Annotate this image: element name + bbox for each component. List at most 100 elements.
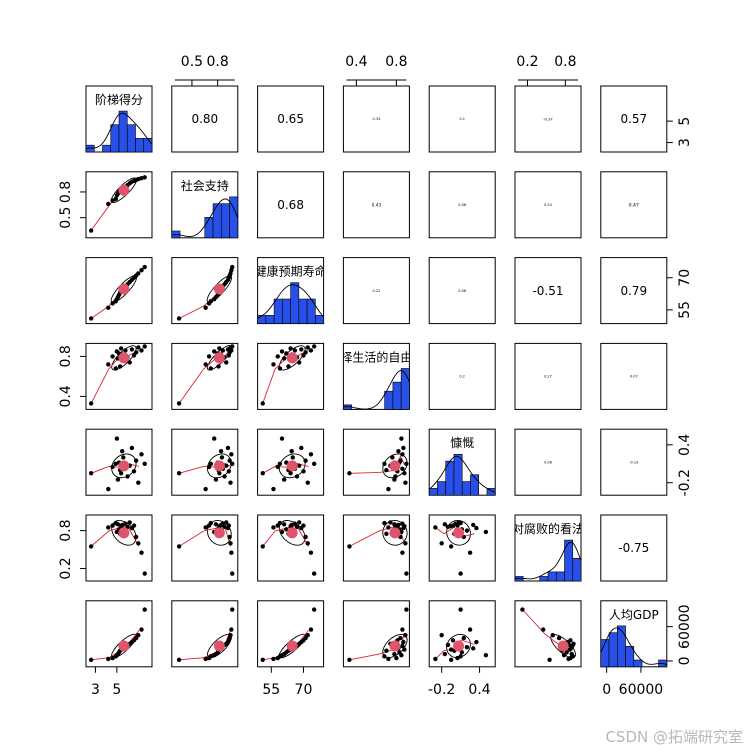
panel-frame: [171, 428, 239, 496]
watermark: CSDN @拓端研究室: [605, 728, 743, 746]
data-point: [224, 360, 229, 365]
data-point: [208, 461, 213, 466]
variable-label: 慷慨: [450, 435, 474, 450]
data-point: [277, 461, 283, 466]
data-point: [129, 347, 135, 352]
data-point: [402, 471, 407, 476]
data-point: [281, 356, 287, 361]
data-point: [88, 657, 94, 662]
panel-frame: [514, 257, 582, 325]
data-point: [305, 541, 310, 546]
data-point: [203, 525, 208, 530]
data-point: [401, 525, 406, 531]
data-point: [403, 480, 408, 485]
data-point: [131, 469, 137, 474]
tick-label: 0.2: [516, 54, 538, 70]
data-point: [303, 458, 308, 463]
data-point: [110, 464, 115, 470]
tick-label: 3: [91, 682, 100, 698]
correlation-label: -0.37: [543, 117, 553, 121]
data-point: [289, 448, 294, 454]
data-point: [275, 464, 280, 470]
data-point: [305, 480, 310, 485]
histogram-bar: [437, 481, 447, 496]
data-point: [271, 656, 276, 662]
data-point: [106, 486, 111, 492]
confidence-ellipse: [207, 453, 232, 479]
data-point: [347, 544, 352, 549]
data-point: [142, 344, 147, 349]
data-point: [88, 471, 94, 476]
data-point: [228, 480, 233, 485]
panel-frame: [257, 342, 325, 410]
data-point: [228, 541, 233, 546]
centroid-point: [557, 640, 569, 652]
data-point: [296, 360, 302, 365]
data-point: [471, 646, 476, 651]
panel-frame: [428, 257, 496, 325]
data-point: [218, 448, 224, 454]
data-point: [88, 228, 94, 233]
centroid-point: [118, 184, 130, 196]
density-curve: [257, 284, 324, 319]
panel-frame: [171, 514, 239, 582]
correlation-label: 0.22: [373, 289, 381, 293]
data-point: [299, 445, 304, 451]
tick-label: 0.4: [58, 385, 74, 407]
panel-frame: [85, 514, 153, 582]
data-point: [456, 520, 461, 525]
tick-label: 3: [677, 138, 693, 147]
centroid-point: [118, 352, 130, 364]
data-point: [382, 520, 387, 526]
tick-label: 0.8: [58, 181, 74, 203]
data-point: [445, 524, 451, 530]
data-point: [271, 362, 276, 367]
correlation-label: 0.2: [459, 375, 465, 379]
data-point: [224, 463, 229, 468]
data-point: [396, 448, 401, 454]
panel-frame: [257, 514, 325, 582]
data-point: [541, 627, 546, 632]
histogram-bar: [547, 571, 557, 582]
data-point: [222, 474, 227, 479]
centroid-point: [213, 352, 225, 364]
data-point: [382, 461, 387, 466]
panel-frame: [600, 85, 668, 153]
data-point: [467, 550, 473, 555]
data-point: [459, 650, 465, 655]
histogram-bar: [486, 488, 496, 496]
data-point: [139, 627, 144, 632]
tick-label: 0.2: [58, 557, 74, 579]
centroid-point: [118, 640, 130, 652]
centroid-point: [213, 283, 225, 295]
data-point: [296, 520, 302, 525]
tick-label: 0: [677, 656, 693, 665]
data-point: [403, 633, 408, 638]
data-point: [301, 469, 306, 474]
data-point: [213, 477, 219, 482]
histogram-bar: [555, 571, 565, 582]
histogram-bar: [135, 138, 145, 153]
tick-label: 0.5: [58, 207, 74, 229]
data-point: [308, 550, 314, 555]
data-point: [445, 642, 451, 648]
data-point: [228, 633, 233, 638]
tick-label: 5: [112, 682, 121, 698]
centroid-point: [213, 640, 225, 652]
histogram-bar: [85, 144, 95, 153]
correlation-label: 0.08: [458, 289, 466, 293]
data-point: [110, 198, 115, 203]
data-point: [277, 366, 283, 371]
data-point: [277, 520, 283, 526]
histogram-bar: [564, 539, 574, 582]
data-point: [568, 638, 573, 643]
correlation-label: 0.47: [629, 202, 639, 208]
data-point: [139, 268, 144, 273]
data-point: [564, 650, 569, 655]
data-point: [450, 523, 456, 528]
data-point: [400, 466, 405, 472]
data-point: [131, 523, 137, 528]
centroid-point: [286, 527, 298, 539]
data-point: [397, 650, 402, 655]
panel-frame: [257, 171, 325, 239]
